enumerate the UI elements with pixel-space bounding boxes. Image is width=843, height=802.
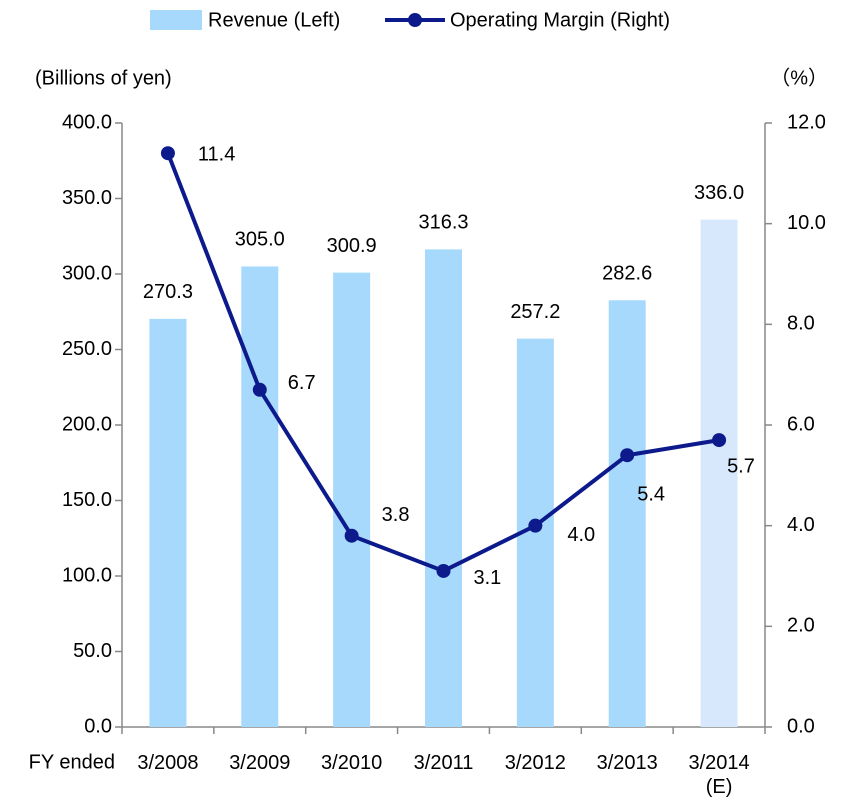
y-tick-label: 150.0 xyxy=(62,489,112,511)
y-tick-label: 50.0 xyxy=(73,640,112,662)
line-value-label: 3.8 xyxy=(382,504,410,526)
bar xyxy=(700,219,738,727)
line-point xyxy=(620,448,635,463)
line-point xyxy=(252,382,267,397)
line-value-label: 11.4 xyxy=(198,143,235,165)
line-value-label: 6.7 xyxy=(288,372,316,394)
bar-value-label: 316.3 xyxy=(418,212,468,234)
line-point xyxy=(712,433,727,448)
y-tick-label: 250.0 xyxy=(62,338,112,360)
y-tick-label: 0.0 xyxy=(84,715,112,737)
line-value-label: 5.4 xyxy=(637,483,665,505)
y2-tick-label: 12.0 xyxy=(787,111,826,133)
bar xyxy=(333,272,371,727)
x-tick-label: 3/2013 xyxy=(596,752,658,774)
y2-tick-label: 0.0 xyxy=(787,715,815,737)
bar-value-label: 257.2 xyxy=(510,301,560,323)
line-point xyxy=(528,518,543,533)
y-axis-label: (Billions of yen) xyxy=(35,67,172,89)
bar-value-label: 300.9 xyxy=(327,235,377,257)
y2-tick-label: 2.0 xyxy=(787,615,815,637)
x-axis-label: FY ended xyxy=(29,751,115,773)
y-tick-label: 400.0 xyxy=(62,111,112,133)
bar-value-label: 270.3 xyxy=(143,281,193,303)
line-point xyxy=(160,146,175,161)
bar-value-label: 336.0 xyxy=(694,182,744,204)
legend-label: Revenue (Left) xyxy=(208,9,340,31)
x-tick-label: 3/2012 xyxy=(504,752,566,774)
x-tick-label: 3/2010 xyxy=(321,752,383,774)
y2-axis-label: （%） xyxy=(770,66,828,89)
y2-tick-label: 10.0 xyxy=(787,212,826,234)
x-tick-label: 3/2014 (E) xyxy=(688,752,750,798)
legend-swatch xyxy=(150,10,202,30)
x-tick-label: 3/2009 xyxy=(229,752,291,774)
y-tick-label: 300.0 xyxy=(62,262,112,284)
line-value-label: 3.1 xyxy=(474,567,502,589)
bar xyxy=(149,318,187,727)
bar xyxy=(608,300,646,727)
bar xyxy=(425,249,462,727)
y2-tick-label: 4.0 xyxy=(787,514,815,536)
y2-tick-label: 8.0 xyxy=(787,313,815,335)
legend-label: Operating Margin (Right) xyxy=(450,9,670,31)
y-tick-label: 350.0 xyxy=(62,187,112,209)
line-value-label: 5.7 xyxy=(727,455,755,477)
y-tick-label: 200.0 xyxy=(62,413,112,435)
bar-value-label: 282.6 xyxy=(602,263,652,285)
line-value-label: 4.0 xyxy=(567,524,595,546)
x-tick-label: 3/2011 xyxy=(413,752,474,774)
x-tick-label: 3/2008 xyxy=(137,752,199,774)
y2-tick-label: 6.0 xyxy=(787,413,815,435)
y-tick-label: 100.0 xyxy=(62,564,112,586)
legend-swatch xyxy=(408,13,422,27)
line-point xyxy=(344,528,359,543)
line-point xyxy=(436,563,451,578)
bar-value-label: 305.0 xyxy=(235,229,285,251)
bar xyxy=(241,266,279,727)
